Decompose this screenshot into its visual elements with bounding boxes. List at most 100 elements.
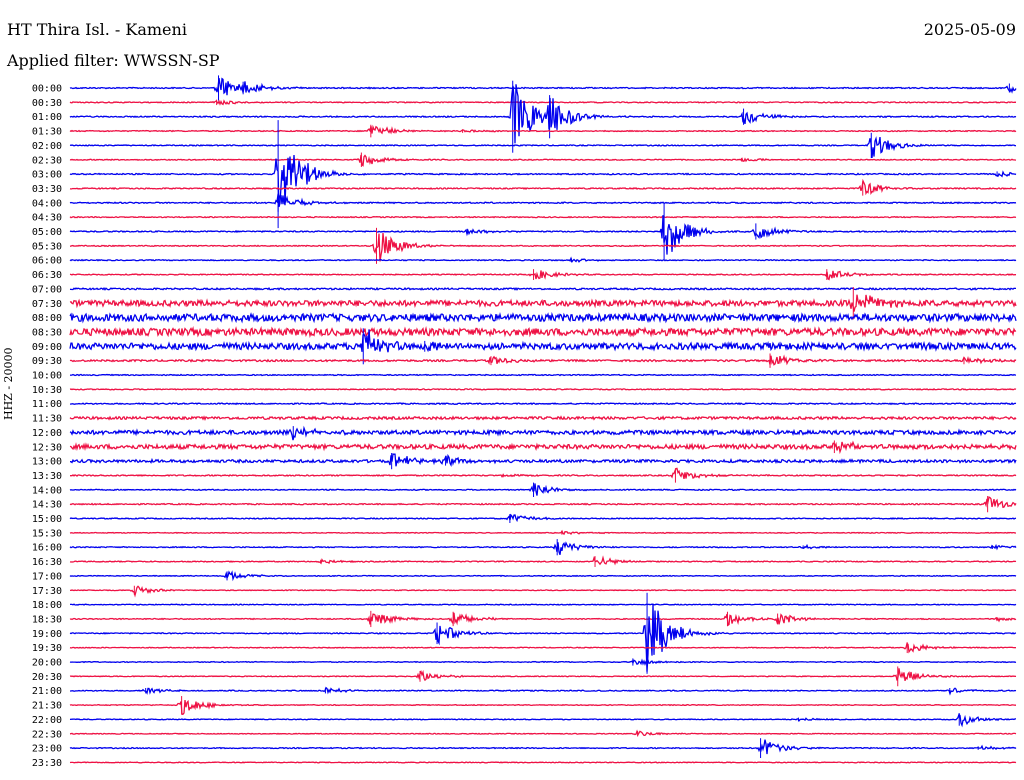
seismic-trace-row — [69, 354, 1017, 366]
row-time-label: 17:00 — [32, 571, 62, 582]
seismic-trace-row — [69, 215, 1017, 219]
row-time-label: 06:30 — [32, 270, 62, 281]
seismic-trace-row — [69, 513, 1017, 523]
seismic-trace-row — [69, 270, 1017, 281]
seismic-trace-row — [69, 99, 1017, 106]
row-time-label: 12:30 — [32, 442, 62, 453]
row-time-label: 21:30 — [32, 701, 62, 712]
row-time-label: 05:30 — [32, 241, 62, 252]
row-time-label: 09:00 — [32, 342, 62, 353]
seismic-trace-row — [69, 541, 1017, 556]
row-time-label: 08:00 — [32, 313, 62, 324]
seismic-trace-row — [69, 294, 1017, 312]
seismic-trace-row — [69, 402, 1017, 406]
seismic-trace-row — [69, 496, 1017, 509]
row-time-label: 22:30 — [32, 729, 62, 740]
row-time-label: 01:00 — [32, 112, 62, 123]
seismic-trace-row — [69, 529, 1016, 536]
seismic-trace-row — [69, 713, 1016, 728]
station-title: HT Thira Isl. - Kameni — [7, 20, 187, 39]
seismic-trace-row — [69, 286, 1016, 291]
row-time-label: 02:00 — [32, 141, 62, 152]
row-time-label: 16:30 — [32, 557, 62, 568]
seismic-trace-row — [69, 77, 1017, 96]
seismic-trace-row — [69, 668, 1017, 682]
row-time-label: 19:00 — [32, 629, 62, 640]
row-time-label: 15:30 — [32, 528, 62, 539]
seismic-trace-row — [69, 440, 1017, 455]
seismic-trace-row — [69, 178, 1017, 196]
row-time-label: 19:30 — [32, 643, 62, 654]
row-time-label: 02:30 — [32, 155, 62, 166]
row-time-label: 04:00 — [32, 198, 62, 209]
row-time-label: 10:00 — [32, 371, 62, 382]
row-time-label: 12:00 — [32, 428, 62, 439]
seismic-trace-row — [69, 612, 1017, 627]
row-time-label: 09:30 — [32, 356, 62, 367]
row-time-label: 15:00 — [32, 514, 62, 525]
seismic-trace-row — [69, 388, 1017, 391]
row-time-label: 13:30 — [32, 471, 62, 482]
row-time-label: 20:30 — [32, 672, 62, 683]
seismic-trace-row — [69, 256, 1017, 264]
row-time-label: 00:00 — [32, 84, 62, 95]
row-time-label: 22:00 — [32, 715, 62, 726]
seismic-trace-row — [70, 603, 1017, 606]
seismic-trace-row — [69, 555, 1017, 566]
row-time-label: 16:00 — [32, 543, 62, 554]
seismic-trace-row — [70, 686, 1017, 696]
seismic-trace-row — [69, 193, 1017, 207]
row-time-label: 14:30 — [32, 500, 62, 511]
seismic-trace-row — [69, 642, 1017, 654]
row-time-label: 13:00 — [32, 457, 62, 468]
row-time-label: 14:00 — [32, 485, 62, 496]
seismic-trace-row — [69, 136, 1017, 159]
row-time-label: 06:00 — [32, 256, 62, 267]
row-time-label: 17:30 — [32, 586, 62, 597]
seismic-trace-row — [69, 154, 1017, 167]
row-time-label: 00:30 — [32, 98, 62, 109]
seismic-trace-row — [69, 483, 1017, 496]
row-time-label: 08:30 — [32, 327, 62, 338]
seismic-trace-row — [69, 699, 1016, 716]
filter-label: Applied filter: WWSSN-SP — [7, 51, 220, 70]
seismic-trace-row — [69, 325, 1017, 339]
seismic-trace-row — [70, 467, 1017, 480]
seismic-trace-row — [69, 425, 1017, 441]
row-time-label: 23:30 — [32, 758, 62, 769]
date-label: 2025-05-09 — [923, 20, 1016, 39]
row-time-label: 18:00 — [32, 600, 62, 611]
row-time-label: 01:30 — [32, 127, 62, 138]
row-time-label: 07:00 — [32, 284, 62, 295]
seismic-trace-row — [69, 124, 1017, 135]
seismic-trace-row — [69, 739, 1017, 755]
row-time-label: 18:30 — [32, 614, 62, 625]
seismic-trace-row — [69, 373, 1017, 377]
row-time-label: 11:30 — [32, 414, 62, 425]
row-time-label: 21:00 — [32, 686, 62, 697]
seismic-trace-row — [69, 585, 1017, 598]
row-time-label: 05:00 — [32, 227, 62, 238]
row-time-label: 23:00 — [32, 744, 62, 755]
row-time-label: 03:00 — [32, 170, 62, 181]
row-time-label: 10:30 — [32, 385, 62, 396]
seismic-trace-row — [69, 154, 1017, 208]
seismic-trace-row — [69, 603, 1017, 672]
seismic-trace-row — [70, 453, 1017, 467]
row-time-label: 04:30 — [32, 213, 62, 224]
seismic-trace-row — [69, 84, 1017, 144]
row-time-label: 11:00 — [32, 399, 62, 410]
row-time-label: 20:00 — [32, 658, 62, 669]
seismic-trace-row — [69, 658, 1017, 666]
seismic-trace-row — [69, 570, 1017, 582]
seismic-trace-row — [69, 311, 1017, 324]
row-time-label: 07:30 — [32, 299, 62, 310]
seismic-trace-row — [69, 232, 1016, 262]
row-time-label: 03:30 — [32, 184, 62, 195]
seismic-trace-row — [69, 761, 1017, 764]
seismic-trace-row — [69, 215, 1017, 255]
seismic-trace-row — [69, 415, 1017, 421]
seismic-trace-row — [69, 729, 1017, 737]
seismic-trace-row — [69, 329, 1017, 353]
